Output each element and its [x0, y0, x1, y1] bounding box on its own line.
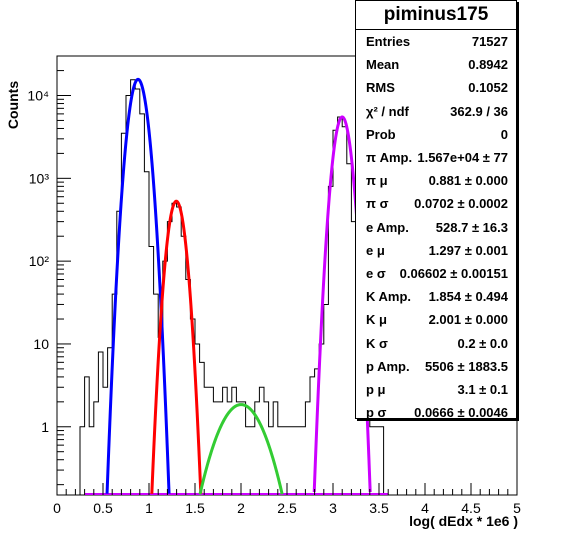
x-tick-label: 0 [53, 500, 61, 516]
stats-row-value: 0.2 ± 0.0 [457, 335, 508, 351]
stats-row-label: Mean [366, 57, 400, 73]
stats-row-value: 71527 [471, 34, 508, 50]
fit-curves-layer [84, 77, 389, 495]
stats-row-value: 2.001 ± 0.000 [428, 312, 508, 328]
stats-row-value: 0.0702 ± 0.0002 [414, 196, 508, 212]
stats-row: χ² / ndf 362.9 / 36 [356, 100, 516, 123]
y-tick-label: 10² [29, 253, 50, 269]
x-tick-label: 4 [421, 500, 429, 516]
stats-row-label: Prob [366, 126, 396, 142]
x-axis: 0 0.5 1 1.5 2 2.5 3 3.5 4 4.5 5 [53, 483, 521, 516]
x-tick-label: 5 [513, 500, 521, 516]
y-tick-label: 10⁴ [27, 88, 49, 104]
stats-row-value: 0.8942 [468, 57, 508, 73]
stats-row-value: 5506 ± 1883.5 [424, 358, 508, 374]
stats-row: e σ 0.06602 ± 0.00151 [356, 262, 516, 285]
stats-row: K Amp. 1.854 ± 0.494 [356, 285, 516, 308]
stats-row: π μ 0.881 ± 0.000 [356, 169, 516, 192]
stats-row-label: π μ [366, 173, 388, 189]
stats-row-value: 1.297 ± 0.001 [428, 242, 508, 258]
stats-row: Entries 71527 [356, 30, 516, 53]
stats-row-label: χ² / ndf [366, 103, 409, 119]
stats-row-value: 0.06602 ± 0.00151 [399, 265, 508, 281]
y-tick-label: 10 [33, 336, 49, 352]
x-tick-label: 1.5 [185, 500, 205, 516]
stats-row: p μ 3.1 ± 0.1 [356, 378, 516, 401]
stats-row: p Amp. 5506 ± 1883.5 [356, 355, 516, 378]
stats-rows: Entries 71527 Mean 0.8942 RMS 0.1052 χ² / ndf 3… [356, 30, 516, 424]
stats-row-value: 3.1 ± 0.1 [457, 381, 508, 397]
stats-row: K μ 2.001 ± 0.000 [356, 308, 516, 331]
x-tick-label: 2.5 [277, 500, 297, 516]
x-tick-label: 3.5 [369, 500, 389, 516]
fit-curve-K [198, 403, 284, 495]
stats-row-label: p μ [366, 381, 386, 397]
stats-row-label: p σ [366, 405, 387, 421]
stats-row-value: 0.0666 ± 0.0046 [414, 405, 508, 421]
fit-curve-e [150, 199, 203, 494]
stats-row-label: K σ [366, 335, 388, 351]
stats-row-label: π σ [366, 196, 389, 212]
x-tick-label: 2 [237, 500, 245, 516]
x-tick-label: 0.5 [93, 500, 113, 516]
stats-box: piminus175 Entries 71527 Mean 0.8942 RMS 0.10… [355, 0, 517, 420]
stats-row-label: K μ [366, 312, 387, 328]
stats-row-value: 0.1052 [468, 80, 508, 96]
stats-row-value: 0.881 ± 0.000 [428, 173, 508, 189]
x-tick-label: 4.5 [461, 500, 481, 516]
y-tick-label: 10³ [29, 170, 50, 186]
stats-title: piminus175 [356, 1, 516, 30]
stats-row-value: 362.9 / 36 [450, 103, 508, 119]
stats-row: RMS 0.1052 [356, 76, 516, 99]
stats-row: π σ 0.0702 ± 0.0002 [356, 192, 516, 215]
x-tick-label: 1 [145, 500, 153, 516]
stats-row-value: 528.7 ± 16.3 [435, 219, 508, 235]
y-axis: 1 10 10² 10³ 10⁴ [27, 55, 71, 486]
stats-row-label: RMS [366, 80, 395, 96]
stats-row: Mean 0.8942 [356, 53, 516, 76]
stats-row-value: 1.567e+04 ± 77 [417, 150, 508, 166]
fit-curve-π [105, 77, 171, 494]
stats-row-value: 1.854 ± 0.494 [428, 289, 508, 305]
stats-row-label: p Amp. [366, 358, 410, 374]
x-tick-label: 3 [329, 500, 337, 516]
y-axis-title: Counts [5, 81, 21, 129]
stats-row-label: e μ [366, 242, 385, 258]
stats-row: e Amp. 528.7 ± 16.3 [356, 216, 516, 239]
stats-row: π Amp. 1.567e+04 ± 77 [356, 146, 516, 169]
stats-row-label: Entries [366, 34, 411, 50]
stats-row: p σ 0.0666 ± 0.0046 [356, 401, 516, 424]
stats-row: Prob 0 [356, 123, 516, 146]
stats-row-label: e σ [366, 265, 386, 281]
y-tick-label: 1 [41, 419, 49, 435]
stats-row: e μ 1.297 ± 0.001 [356, 239, 516, 262]
stats-row-value: 0 [500, 126, 508, 142]
x-axis-title: log( dEdx * 1e6 ) [409, 513, 518, 529]
stats-row-label: e Amp. [366, 219, 409, 235]
stats-row: K σ 0.2 ± 0.0 [356, 331, 516, 354]
stats-row-label: π Amp. [366, 150, 413, 166]
stats-row-label: K Amp. [366, 289, 412, 305]
